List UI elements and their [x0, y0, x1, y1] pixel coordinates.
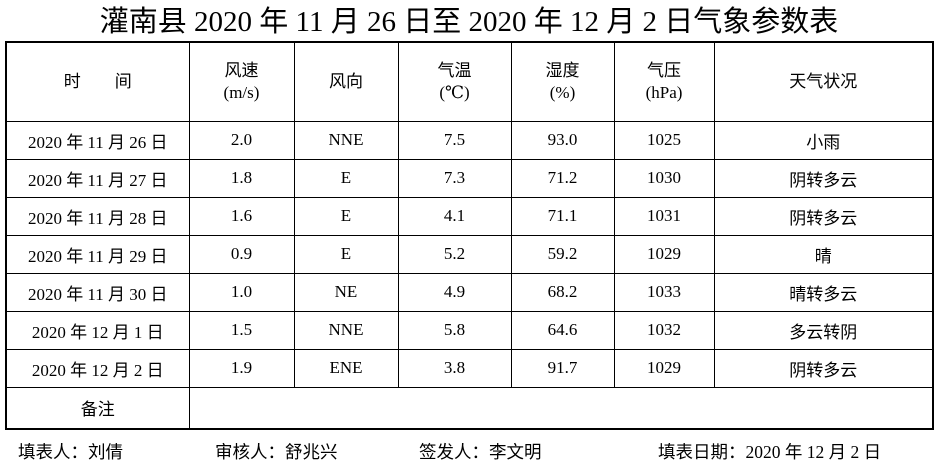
col-header-weather: 天气状况	[713, 41, 934, 122]
wind-direction-cell: NNE	[293, 120, 399, 160]
date-cell: 2020 年 12 月 1 日	[5, 310, 190, 350]
issued-by-label: 签发人：李文明	[419, 442, 542, 462]
col-header-humidity-label: 湿度	[545, 60, 580, 80]
table-row: 2020 年 11 月 27 日 1.8 E 7.3 71.2 1030 阴转多…	[5, 158, 934, 198]
remark-value-cell	[188, 386, 934, 430]
pressure-cell: 1033	[613, 272, 715, 312]
wind-speed-cell: 1.9	[188, 348, 295, 388]
signature-footer: 填表人：刘倩 审核人：舒兆兴 签发人：李文明 填表日期：2020 年 12 月 …	[0, 430, 938, 464]
wind-direction-cell: E	[293, 234, 399, 274]
temperature-cell: 4.9	[397, 272, 512, 312]
pressure-cell: 1032	[613, 310, 715, 350]
humidity-cell: 91.7	[510, 348, 615, 388]
wind-speed-cell: 1.6	[188, 196, 295, 236]
weather-cell: 晴转多云	[713, 272, 934, 312]
humidity-cell: 64.6	[510, 310, 615, 350]
col-header-humidity: 湿度 (%)	[510, 41, 615, 122]
col-header-wind-speed-unit: (m/s)	[223, 82, 260, 102]
pressure-cell: 1029	[613, 348, 715, 388]
table-row: 2020 年 11 月 30 日 1.0 NE 4.9 68.2 1033 晴转…	[5, 272, 934, 312]
reviewed-by-label: 审核人：舒兆兴	[215, 442, 338, 462]
filled-by-label: 填表人：刘倩	[18, 442, 123, 462]
col-header-time: 时 间	[5, 41, 190, 122]
date-cell: 2020 年 11 月 26 日	[5, 120, 190, 160]
wind-speed-cell: 0.9	[188, 234, 295, 274]
weather-cell: 阴转多云	[713, 158, 934, 198]
wind-direction-cell: NNE	[293, 310, 399, 350]
col-header-wind-speed-label: 风速	[224, 60, 259, 80]
humidity-cell: 71.1	[510, 196, 615, 236]
col-header-wind-speed: 风速 (m/s)	[188, 41, 295, 122]
date-cell: 2020 年 12 月 2 日	[5, 348, 190, 388]
pressure-cell: 1029	[613, 234, 715, 274]
table-row: 2020 年 11 月 28 日 1.6 E 4.1 71.1 1031 阴转多…	[5, 196, 934, 236]
remark-row: 备注	[5, 386, 934, 430]
fill-date-label: 填表日期：2020 年 12 月 2 日	[658, 442, 882, 462]
date-cell: 2020 年 11 月 28 日	[5, 196, 190, 236]
temperature-cell: 7.5	[397, 120, 512, 160]
wind-speed-cell: 1.0	[188, 272, 295, 312]
wind-speed-cell: 2.0	[188, 120, 295, 160]
table-row: 2020 年 11 月 29 日 0.9 E 5.2 59.2 1029 晴	[5, 234, 934, 274]
col-header-temperature-label: 气温	[437, 60, 472, 80]
pressure-cell: 1030	[613, 158, 715, 198]
date-cell: 2020 年 11 月 29 日	[5, 234, 190, 274]
col-header-weather-label: 天气状况	[789, 71, 858, 91]
wind-speed-cell: 1.8	[188, 158, 295, 198]
col-header-temperature: 气温 (℃)	[397, 41, 512, 122]
date-cell: 2020 年 11 月 30 日	[5, 272, 190, 312]
humidity-cell: 68.2	[510, 272, 615, 312]
weather-parameters-table: 时 间 风速 (m/s) 风向 气温 (℃) 湿度 (%) 气压 (hPa)	[5, 41, 934, 430]
wind-speed-cell: 1.5	[188, 310, 295, 350]
col-header-pressure-label: 气压	[647, 60, 681, 80]
date-cell: 2020 年 11 月 27 日	[5, 158, 190, 198]
temperature-cell: 4.1	[397, 196, 512, 236]
table-row: 2020 年 11 月 26 日 2.0 NNE 7.5 93.0 1025 小…	[5, 120, 934, 160]
temperature-cell: 5.2	[397, 234, 512, 274]
remark-label-cell: 备注	[5, 386, 190, 430]
weather-cell: 小雨	[713, 120, 934, 160]
pressure-cell: 1031	[613, 196, 715, 236]
col-header-pressure: 气压 (hPa)	[613, 41, 715, 122]
col-header-temperature-unit: (℃)	[439, 82, 470, 102]
humidity-cell: 71.2	[510, 158, 615, 198]
table-row: 2020 年 12 月 1 日 1.5 NNE 5.8 64.6 1032 多云…	[5, 310, 934, 350]
humidity-cell: 59.2	[510, 234, 615, 274]
wind-direction-cell: E	[293, 196, 399, 236]
temperature-cell: 5.8	[397, 310, 512, 350]
table-header-row: 时 间 风速 (m/s) 风向 气温 (℃) 湿度 (%) 气压 (hPa)	[5, 41, 934, 122]
page-title: 灌南县 2020 年 11 月 26 日至 2020 年 12 月 2 日气象参…	[99, 6, 839, 38]
wind-direction-cell: NE	[293, 272, 399, 312]
temperature-cell: 7.3	[397, 158, 512, 198]
col-header-wind-direction: 风向	[293, 41, 399, 122]
humidity-cell: 93.0	[510, 120, 615, 160]
temperature-cell: 3.8	[397, 348, 512, 388]
weather-cell: 阴转多云	[713, 348, 934, 388]
wind-direction-cell: ENE	[293, 348, 399, 388]
weather-cell: 晴	[713, 234, 934, 274]
table-row: 2020 年 12 月 2 日 1.9 ENE 3.8 91.7 1029 阴转…	[5, 348, 934, 388]
weather-cell: 多云转阴	[713, 310, 934, 350]
col-header-wind-direction-label: 风向	[329, 71, 363, 91]
col-header-time-label: 时 间	[63, 71, 132, 91]
wind-direction-cell: E	[293, 158, 399, 198]
col-header-humidity-unit: (%)	[549, 82, 576, 102]
weather-cell: 阴转多云	[713, 196, 934, 236]
col-header-pressure-unit: (hPa)	[645, 82, 683, 102]
pressure-cell: 1025	[613, 120, 715, 160]
